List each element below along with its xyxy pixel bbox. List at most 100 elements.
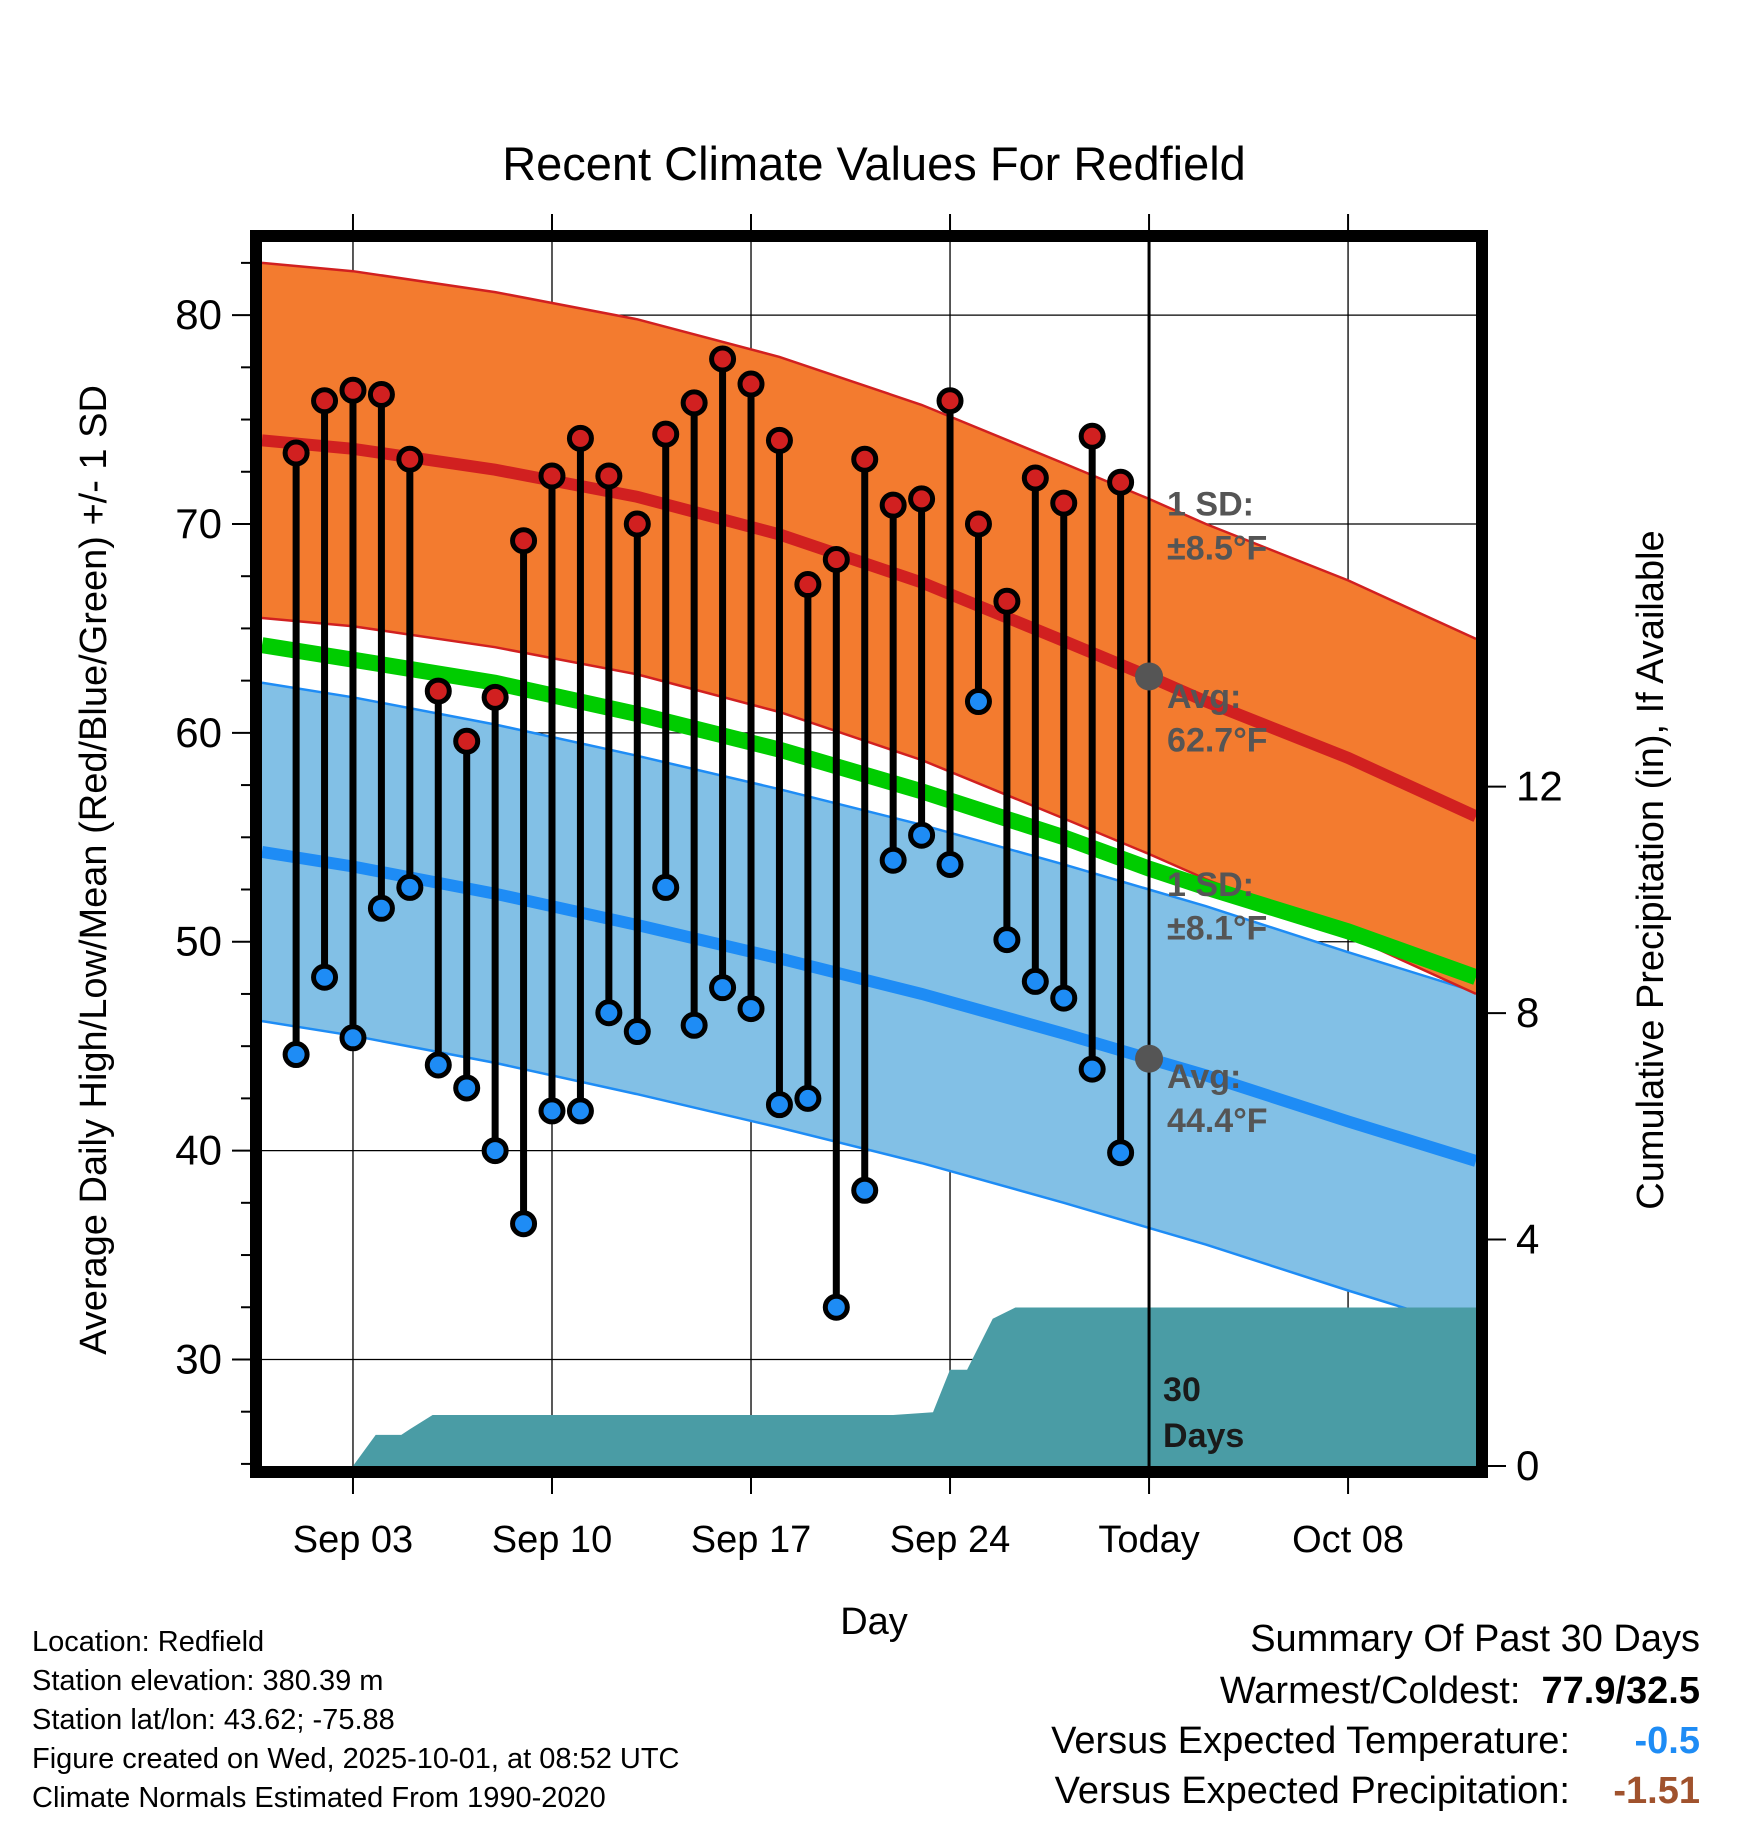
- warm-cold-label: Warmest/Coldest:: [1219, 1670, 1521, 1712]
- daily-high-point: [936, 387, 964, 415]
- y2-axis-label: Cumulative Precipitation (in), If Availa…: [1630, 530, 1672, 1209]
- summary-precipitation: Versus Expected Precipitation: -1.51: [1055, 1770, 1700, 1813]
- daily-low-point: [908, 821, 936, 849]
- daily-low-point: [680, 1011, 708, 1039]
- y-tick-label: 80: [175, 291, 222, 338]
- precip-value: -1.51: [1613, 1770, 1700, 1812]
- daily-high-point: [794, 571, 822, 599]
- daily-high-point: [311, 387, 339, 415]
- daily-low-point: [481, 1137, 509, 1165]
- daily-low-point: [879, 846, 907, 874]
- today-avg-low-marker: [1135, 1044, 1164, 1073]
- info-latlon: Station lat/lon: 43.62; -75.88: [32, 1704, 395, 1736]
- daily-low-point: [510, 1210, 538, 1238]
- daily-low-point: [623, 1018, 651, 1046]
- today-avg-high-marker: [1135, 662, 1164, 691]
- daily-low-point: [993, 926, 1021, 954]
- daily-high-point: [964, 510, 992, 538]
- daily-low-point: [822, 1293, 850, 1321]
- daily-low-point: [396, 873, 424, 901]
- plot-area: 1 SD: ±8.5°F Avg: 62.7°F 1 SD: ±8.1°F Avg: 44.4…: [175, 214, 1563, 1561]
- daily-high-point: [680, 389, 708, 417]
- x-tick-label: Sep 24: [890, 1519, 1010, 1561]
- summary-warm-cold: Warmest/Coldest: 77.9/32.5: [1220, 1670, 1700, 1713]
- y-tick-label: 60: [175, 709, 222, 756]
- daily-high-point: [879, 491, 907, 519]
- y2-tick-label: 8: [1516, 989, 1539, 1036]
- daily-low-point: [1021, 967, 1049, 995]
- x-tick-label: Today: [1098, 1519, 1199, 1561]
- info-normals: Climate Normals Estimated From 1990-2020: [32, 1782, 606, 1814]
- chart-title: Recent Climate Values For Redfield: [502, 137, 1246, 190]
- daily-low-point: [1050, 984, 1078, 1012]
- precip-area: [262, 1307, 1476, 1466]
- high-sd-band-upper-edge: [262, 261, 1476, 641]
- x-tick-label: Sep 17: [691, 1519, 811, 1561]
- info-location: Location: Redfield: [32, 1626, 265, 1658]
- info-created: Figure created on Wed, 2025-10-01, at 08…: [32, 1743, 680, 1775]
- daily-high-point: [1021, 464, 1049, 492]
- x-tick-label: Sep 10: [492, 1519, 612, 1561]
- low-sd-band-lower-edge: [262, 1019, 1476, 1332]
- daily-low-point: [595, 999, 623, 1027]
- low-sd-value: ±8.1°F: [1167, 910, 1267, 948]
- y2-tick-label: 4: [1516, 1216, 1539, 1263]
- temp-label: Versus Expected Temperature:: [1051, 1720, 1570, 1762]
- y2-tick-label: 0: [1516, 1442, 1539, 1489]
- daily-low-point: [424, 1051, 452, 1079]
- daily-high-point: [595, 462, 623, 490]
- daily-high-point: [908, 485, 936, 513]
- plot-frame: [250, 230, 1488, 1478]
- high-sd-value: ±8.5°F: [1167, 529, 1267, 567]
- y-tick-label: 40: [175, 1127, 222, 1174]
- daily-low-point: [936, 850, 964, 878]
- daily-low-point: [1078, 1055, 1106, 1083]
- daily-low-point: [538, 1097, 566, 1125]
- daily-high-point: [339, 376, 367, 404]
- low-sd-label: 1 SD:: [1167, 866, 1254, 904]
- daily-high-point: [623, 510, 651, 538]
- y-axis-label: Average Daily High/Low/Mean (Red/Blue/Gr…: [73, 385, 115, 1355]
- precip-label: Versus Expected Precipitation:: [1054, 1770, 1570, 1812]
- daily-high-point: [822, 545, 850, 573]
- x-tick-label: Oct 08: [1292, 1519, 1404, 1561]
- daily-low-point: [765, 1091, 793, 1119]
- plot-inner: 1 SD: ±8.5°F Avg: 62.7°F 1 SD: ±8.1°F Avg: 44.4…: [262, 242, 1476, 1466]
- x-tick-label: Sep 03: [293, 1519, 413, 1561]
- high-sd-label: 1 SD:: [1167, 486, 1254, 524]
- high-avg-label: Avg:: [1167, 678, 1241, 716]
- summary-temperature: Versus Expected Temperature: -0.5: [1051, 1720, 1700, 1763]
- days-label-word: Days: [1163, 1417, 1244, 1455]
- daily-low-point: [794, 1084, 822, 1112]
- y-tick-label: 70: [175, 500, 222, 547]
- daily-high-point: [709, 345, 737, 373]
- daily-high-point: [424, 677, 452, 705]
- y-tick-label: 30: [175, 1335, 222, 1382]
- normal-low-line: [262, 845, 1476, 1167]
- daily-low-point: [367, 894, 395, 922]
- daily-high-point: [396, 445, 424, 473]
- warm-cold-value: 77.9/32.5: [1541, 1670, 1700, 1712]
- info-elevation: Station elevation: 380.39 m: [32, 1665, 384, 1697]
- daily-high-point: [737, 370, 765, 398]
- y2-tick-label: 12: [1516, 763, 1563, 810]
- daily-high-point: [282, 439, 310, 467]
- daily-high-point: [851, 445, 879, 473]
- days-label-count: 30: [1163, 1371, 1201, 1409]
- high-avg-value: 62.7°F: [1167, 722, 1268, 760]
- daily-low-point: [339, 1024, 367, 1052]
- summary-title: Summary Of Past 30 Days: [1250, 1618, 1700, 1660]
- daily-low-point: [282, 1041, 310, 1069]
- low-sd-band: [262, 682, 1476, 1331]
- daily-high-point: [765, 426, 793, 454]
- daily-high-point: [1107, 468, 1135, 496]
- daily-high-point: [652, 420, 680, 448]
- daily-high-point: [1078, 422, 1106, 450]
- daily-high-point: [566, 424, 594, 452]
- daily-high-point: [538, 462, 566, 490]
- daily-low-point: [851, 1176, 879, 1204]
- temp-value: -0.5: [1634, 1720, 1700, 1762]
- daily-low-point: [709, 974, 737, 1002]
- daily-low-point: [453, 1074, 481, 1102]
